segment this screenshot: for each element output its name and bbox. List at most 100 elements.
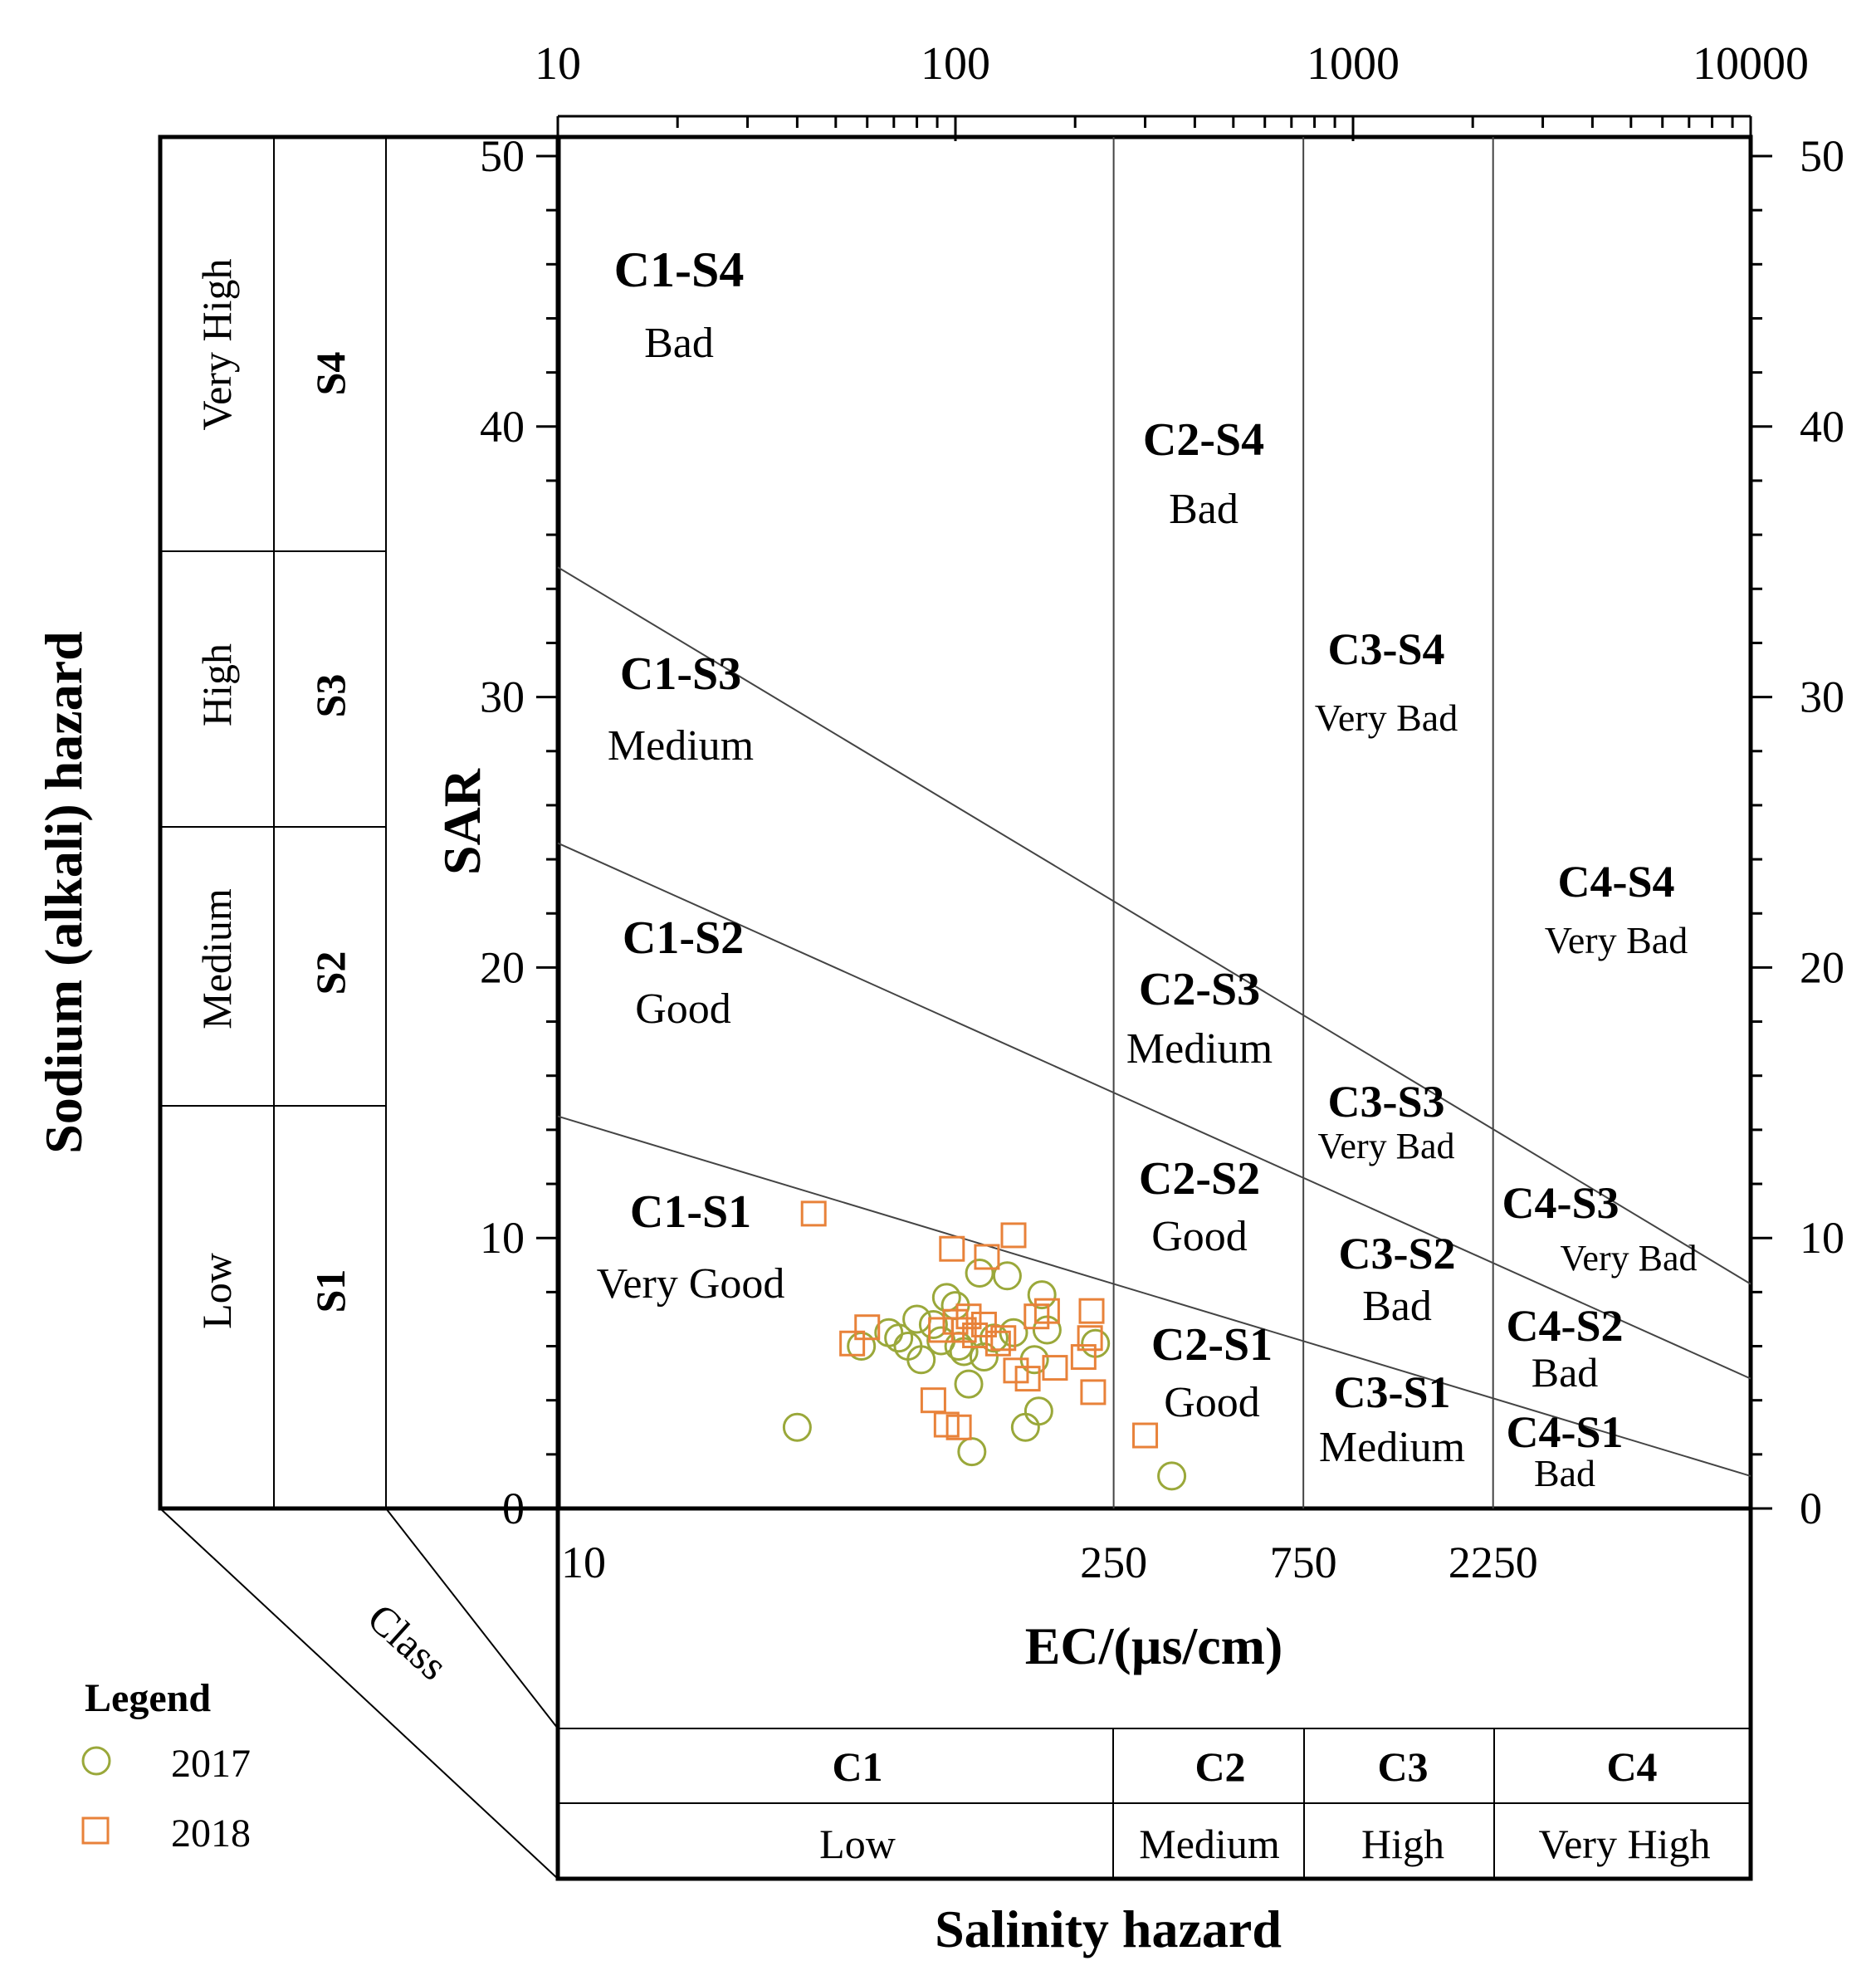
zone-quality-label: Bad <box>644 320 714 367</box>
data-point-2018 <box>939 1235 965 1262</box>
legend-label-2017: 2017 <box>171 1742 251 1786</box>
data-point-2018 <box>970 1311 997 1337</box>
zone-code-label: C1-S3 <box>620 648 741 700</box>
connector-line <box>159 1508 559 1880</box>
top-axis-tick-label: 10 <box>535 38 581 90</box>
zone-code-label: C3-S4 <box>1327 624 1444 674</box>
left-axis-tick-label: 50 <box>480 131 525 181</box>
salinity-code-c2: C2 <box>1194 1743 1245 1790</box>
data-point-2017 <box>906 1345 936 1375</box>
data-point-2017 <box>884 1323 914 1353</box>
right-axis-tick-label: 30 <box>1800 672 1844 722</box>
bottom-axis: 10 250 750 2250 <box>561 1538 1538 1587</box>
data-point-2018 <box>1000 1222 1027 1249</box>
left-axis: 0 10 20 30 40 50 <box>480 131 558 1533</box>
legend: Legend 2017 2018 <box>81 1676 251 1855</box>
zone-quality-label: Medium <box>1126 1025 1273 1073</box>
right-axis-tick-label: 40 <box>1800 402 1844 452</box>
data-point-2018 <box>990 1325 1017 1352</box>
legend-marker-2018 <box>81 1816 110 1845</box>
plot-area: 10 100 1000 10000 0 10 20 30 40 50 0 10 20 30 40 50 1… <box>480 38 1844 1587</box>
x-axis-label: EC/(µs/cm) <box>1025 1616 1283 1675</box>
zone-quality-label: Very Bad <box>1561 1238 1698 1279</box>
salinity-hazard-title: Salinity hazard <box>935 1899 1282 1958</box>
data-point-2018 <box>1132 1422 1159 1449</box>
zone-quality-label: Bad <box>1169 486 1238 533</box>
sodium-hazard-panel: Very High S4 High S3 Medium S2 Low S1 So… <box>34 134 561 1511</box>
bottom-axis-tick-label: 2250 <box>1449 1538 1538 1587</box>
left-axis-tick-label: 40 <box>480 402 525 452</box>
left-axis-tick-label: 20 <box>480 942 525 992</box>
data-points <box>782 1200 1187 1491</box>
data-point-2018 <box>1078 1298 1105 1324</box>
sodium-code-s3: S3 <box>307 674 354 718</box>
left-axis-tick-label: 10 <box>480 1213 525 1263</box>
data-point-2017 <box>782 1412 812 1442</box>
data-point-2017 <box>957 1437 987 1467</box>
y-axis-label: SAR <box>432 768 491 875</box>
zone-code-label: C3-S3 <box>1327 1077 1444 1127</box>
data-point-2018 <box>839 1330 866 1357</box>
zone-code-label: C4-S4 <box>1557 857 1674 907</box>
zone-quality-label: Bad <box>1534 1452 1595 1494</box>
salinity-code-c1: C1 <box>832 1743 882 1790</box>
data-point-2017 <box>979 1323 1009 1353</box>
zone-quality-label: Very Bad <box>1315 697 1458 739</box>
sodium-level-high: High <box>193 643 240 726</box>
left-axis-tick-label: 30 <box>480 672 525 722</box>
data-point-2018 <box>1080 1379 1107 1406</box>
data-point-2018 <box>920 1387 946 1414</box>
left-axis-tick-label: 0 <box>502 1484 525 1533</box>
data-point-2018 <box>1070 1344 1097 1371</box>
salinity-code-c3: C3 <box>1377 1743 1428 1790</box>
connector-line <box>385 1508 559 1729</box>
zone-quality-label: Good <box>635 985 731 1033</box>
data-point-2018 <box>942 1308 969 1335</box>
sodium-hazard-title: Sodium (alkali) hazard <box>34 631 93 1153</box>
data-point-2018 <box>1077 1325 1103 1352</box>
right-axis: 0 10 20 30 40 50 <box>1751 131 1844 1533</box>
zone-quality-label: Bad <box>1362 1283 1432 1330</box>
data-point-2018 <box>1042 1355 1068 1381</box>
sodium-boundary-line <box>557 566 1751 1285</box>
data-point-2017 <box>1023 1396 1053 1426</box>
zone-code-label: C4-S2 <box>1506 1301 1623 1351</box>
data-point-2017 <box>918 1309 948 1339</box>
data-point-2017 <box>965 1259 994 1288</box>
salinity-class-dividers <box>1112 137 1494 1508</box>
class-label: Class <box>359 1594 457 1689</box>
top-axis: 10 100 1000 10000 <box>535 38 1809 141</box>
zone-quality-label: Good <box>1151 1213 1248 1260</box>
zone-code-label: C2-S2 <box>1139 1153 1260 1205</box>
bottom-axis-tick-label: 10 <box>561 1538 606 1587</box>
data-point-2018 <box>945 1414 972 1440</box>
right-axis-tick-label: 50 <box>1800 131 1844 181</box>
sodium-level-very-high: Very High <box>193 259 240 431</box>
salinity-level-very-high: Very High <box>1539 1821 1711 1867</box>
zone-quality-label: Very Good <box>597 1260 785 1308</box>
data-point-2017 <box>992 1261 1022 1291</box>
salinity-code-c4: C4 <box>1606 1743 1657 1790</box>
data-point-2018 <box>955 1303 982 1330</box>
sodium-code-s2: S2 <box>307 951 354 995</box>
zone-code-label: C4-S1 <box>1506 1407 1623 1457</box>
data-point-2017 <box>954 1369 984 1399</box>
data-point-2018 <box>854 1314 881 1341</box>
zone-code-label: C1-S4 <box>614 242 745 297</box>
zone-labels: C1-S4 Bad C1-S3 Medium C1-S2 Good C1-S1 Very Go… <box>597 242 1698 1494</box>
zone-quality-label: Good <box>1164 1379 1260 1426</box>
data-point-2017 <box>1010 1412 1040 1442</box>
top-axis-tick-label: 1000 <box>1307 38 1400 90</box>
salinity-level-low: Low <box>819 1821 896 1867</box>
salinity-level-medium: Medium <box>1139 1821 1280 1867</box>
zone-quality-label: Very Bad <box>1545 919 1688 961</box>
legend-title: Legend <box>85 1676 211 1720</box>
bottom-axis-tick-label: 750 <box>1270 1538 1337 1587</box>
right-axis-tick-label: 20 <box>1800 942 1844 992</box>
zone-code-label: C1-S1 <box>630 1186 751 1238</box>
zone-quality-label: Medium <box>608 722 754 770</box>
sodium-code-s4: S4 <box>307 352 354 396</box>
zone-code-label: C2-S4 <box>1143 414 1264 466</box>
right-axis-tick-label: 10 <box>1800 1213 1844 1263</box>
zone-quality-label: Medium <box>1319 1424 1465 1471</box>
